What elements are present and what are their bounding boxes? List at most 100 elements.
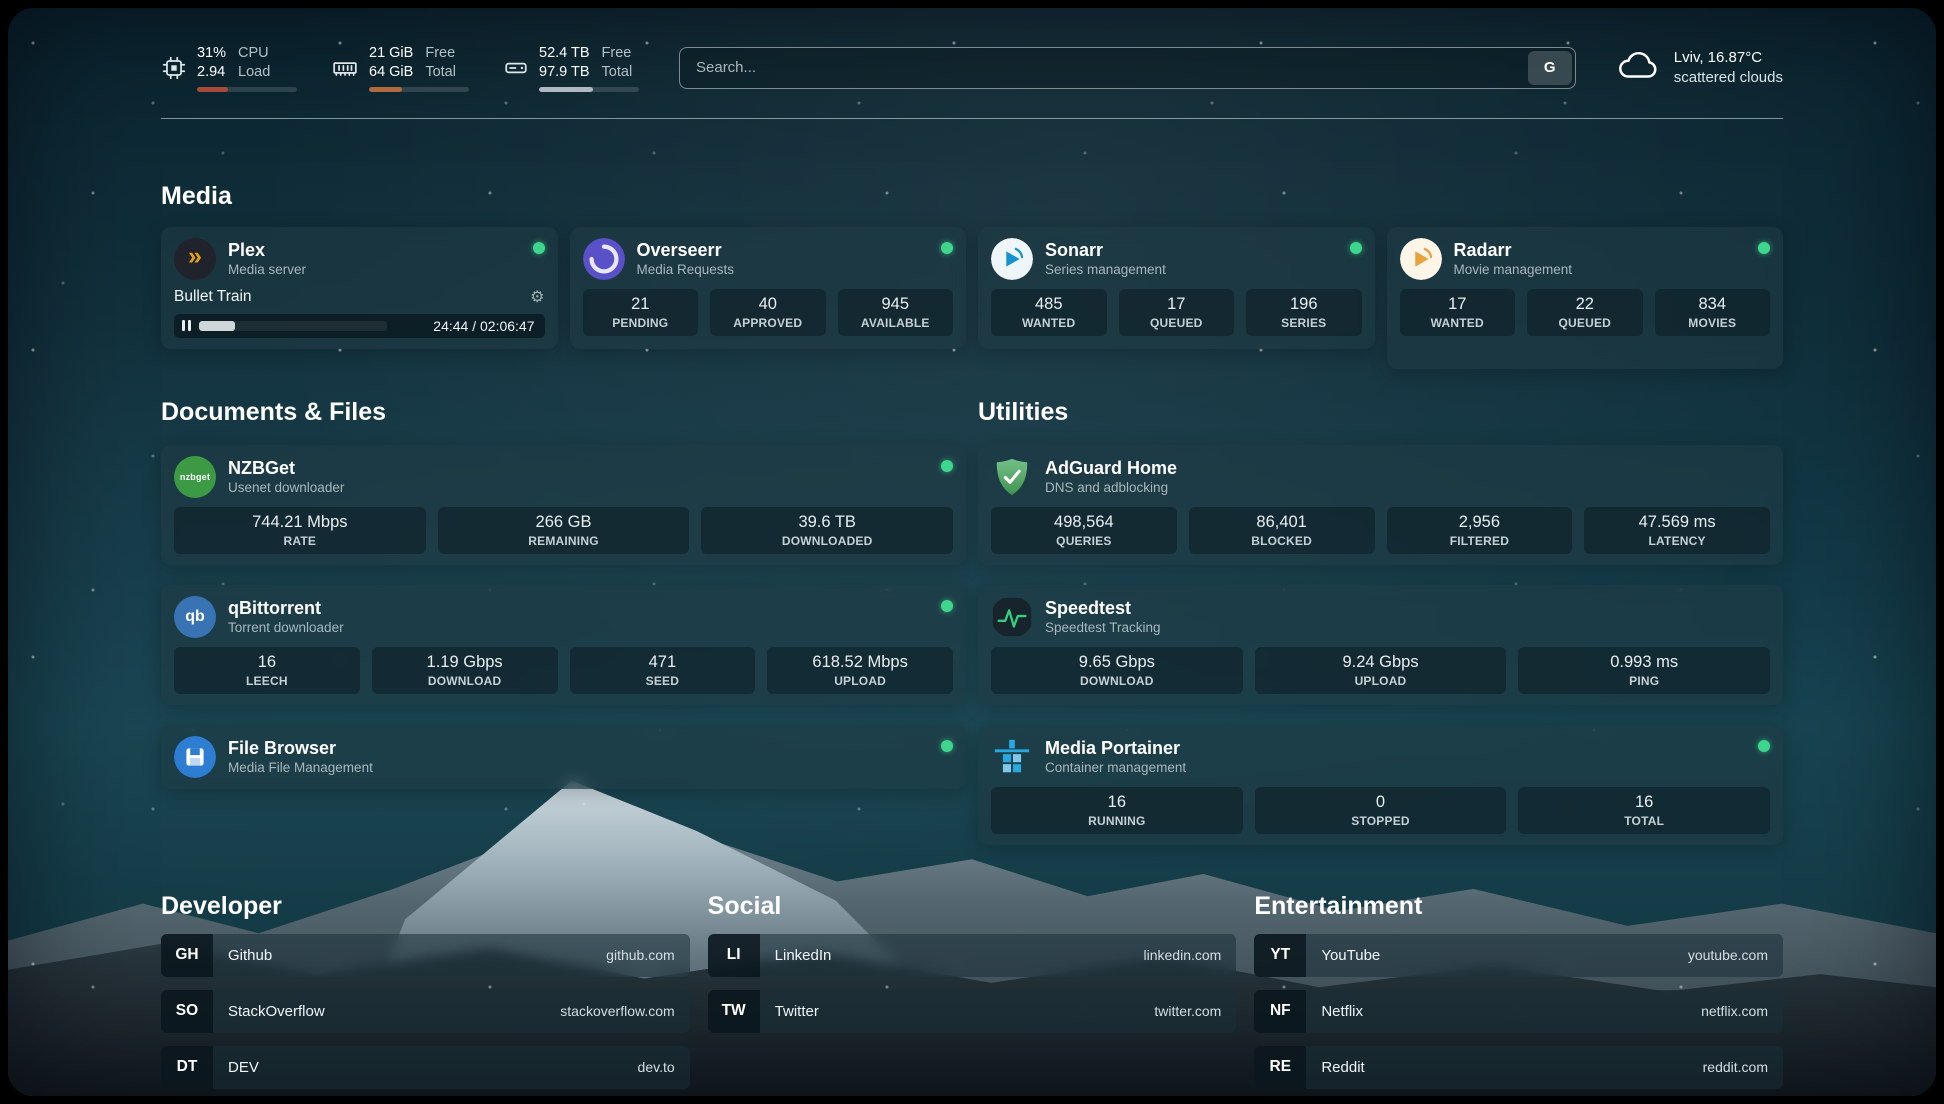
portainer-status-indicator <box>1758 739 1770 752</box>
search-input[interactable] <box>679 46 1576 89</box>
nzbget-icon: nzbget <box>174 455 216 498</box>
filebrowser-card[interactable]: File Browser Media File Management <box>161 724 966 789</box>
plex-card[interactable]: » Plex Media server Bullet Train ⚙ <box>161 226 558 349</box>
disk-icon <box>503 55 529 81</box>
adguard-subtitle: DNS and adblocking <box>1045 479 1169 495</box>
pause-icon[interactable] <box>182 320 191 332</box>
adguard-card[interactable]: AdGuard Home DNS and adblocking 498,564 … <box>978 444 1783 565</box>
overseerr-subtitle: Media Requests <box>636 261 735 277</box>
disk-total-value: 97.9 TB <box>539 63 590 80</box>
overseerr-icon <box>582 237 625 280</box>
bookmark-group-entertainment: Entertainment YT YouTube youtube.com NF … <box>1254 891 1783 1089</box>
bookmark-netflix[interactable]: NF Netflix netflix.com <box>1254 989 1783 1033</box>
memory-icon <box>331 55 359 81</box>
qbittorrent-stat-upload: 618.52 Mbps UPLOAD <box>767 646 953 694</box>
bookmark-stackoverflow[interactable]: SO StackOverflow stackoverflow.com <box>161 989 690 1033</box>
documents-section-title: Documents & Files <box>161 397 387 426</box>
sonarr-stat-series: 196 SERIES <box>1246 288 1362 336</box>
overseerr-stat-available: 945 AVAILABLE <box>837 288 953 336</box>
bookmark-github[interactable]: GH Github github.com <box>161 933 690 977</box>
radarr-icon <box>1399 237 1442 280</box>
portainer-card[interactable]: Media Portainer Container management 16 … <box>978 724 1783 845</box>
overseerr-stat-approved: 40 APPROVED <box>710 288 826 336</box>
qbittorrent-subtitle: Torrent downloader <box>228 619 344 635</box>
filebrowser-status-indicator <box>941 739 953 752</box>
adguard-stat-filtered: 2,956 FILTERED <box>1386 506 1573 554</box>
bookmarks-section: Developer GH Github github.com SO StackO… <box>161 891 1783 1089</box>
dashboard-screen: 31% 2.94 CPU Load <box>8 8 1936 1096</box>
dev-abbr-tile: DT <box>161 1045 213 1089</box>
adguard-stat-queries: 498,564 QUERIES <box>991 506 1177 554</box>
youtube-abbr-tile: YT <box>1254 933 1307 977</box>
memory-stat: 21 GiB 64 GiB Free Total <box>331 44 469 92</box>
plex-playback-time: 24:44 / 02:06:47 <box>433 317 535 334</box>
radarr-card[interactable]: Radarr Movie management 17 WANTED 22 QUE… <box>1386 226 1783 369</box>
weather-condition: scattered clouds <box>1673 68 1783 86</box>
qbittorrent-stat-leech: 16 LEECH <box>174 646 360 694</box>
overseerr-stat-pending: 21 PENDING <box>582 288 698 336</box>
portainer-stat-stopped: 0 STOPPED <box>1254 786 1507 834</box>
weather-widget: Lviv, 16.87°C scattered clouds <box>1616 48 1783 89</box>
bookmark-youtube[interactable]: YT YouTube youtube.com <box>1254 933 1783 977</box>
plex-progress-fill <box>199 320 235 331</box>
plex-status-indicator <box>532 241 545 254</box>
memory-total-value: 64 GiB <box>369 63 414 80</box>
gear-icon[interactable]: ⚙ <box>530 288 545 306</box>
cpu-load-value: 2.94 <box>197 63 226 80</box>
adguard-stat-latency: 47.569 ms LATENCY <box>1584 506 1770 554</box>
documents-section: Documents & Files nzbget NZBGet Usenet d… <box>161 397 966 789</box>
speedtest-card[interactable]: Speedtest Speedtest Tracking 9.65 Gbps D… <box>978 584 1783 705</box>
search-engine-button[interactable]: G <box>1527 50 1572 85</box>
sonarr-icon <box>991 237 1033 280</box>
memory-free-label: Free <box>425 45 456 61</box>
qbittorrent-status-indicator <box>941 599 953 612</box>
speedtest-subtitle: Speedtest Tracking <box>1045 619 1161 635</box>
radarr-status-indicator <box>1758 241 1770 254</box>
sonarr-status-indicator <box>1349 241 1362 254</box>
nzbget-card[interactable]: nzbget NZBGet Usenet downloader 744.21 M… <box>161 444 966 565</box>
memory-free-value: 21 GiB <box>369 45 414 61</box>
nzbget-subtitle: Usenet downloader <box>228 479 345 495</box>
developer-group-title: Developer <box>161 891 282 920</box>
disk-free-value: 52.4 TB <box>539 45 590 61</box>
disk-usage-bar-fill <box>539 86 593 92</box>
memory-total-label: Total <box>425 63 456 80</box>
bookmark-group-social: Social LI LinkedIn linkedin.com TW Twitt… <box>707 891 1237 1033</box>
bookmark-dev[interactable]: DT DEV dev.to <box>161 1045 690 1089</box>
radarr-stat-queued: 22 QUEUED <box>1527 288 1643 336</box>
radarr-subtitle: Movie management <box>1453 261 1573 277</box>
dashboard-content: 31% 2.94 CPU Load <box>161 8 1783 1089</box>
portainer-stat-running: 16 RUNNING <box>991 786 1243 834</box>
bookmark-reddit[interactable]: RE Reddit reddit.com <box>1254 1045 1783 1089</box>
media-section-title: Media <box>161 181 232 210</box>
top-bar: 31% 2.94 CPU Load <box>161 44 1783 119</box>
utilities-section-title: Utilities <box>978 397 1069 426</box>
radarr-stat-movies: 834 MOVIES <box>1654 288 1770 336</box>
cpu-load-label: Load <box>238 63 271 80</box>
sonarr-card[interactable]: Sonarr Series management 485 WANTED 17 Q… <box>978 226 1375 349</box>
adguard-stat-blocked: 86,401 BLOCKED <box>1188 506 1375 554</box>
social-group-title: Social <box>707 891 782 920</box>
sonarr-name: Sonarr <box>1045 239 1104 260</box>
adguard-name: AdGuard Home <box>1045 457 1178 478</box>
filebrowser-icon <box>174 735 216 778</box>
bookmark-linkedin[interactable]: LI LinkedIn linkedin.com <box>707 933 1237 977</box>
resource-stats: 31% 2.94 CPU Load <box>161 44 639 92</box>
bookmark-twitter[interactable]: TW Twitter twitter.com <box>707 989 1237 1033</box>
plex-now-playing-title: Bullet Train <box>174 287 252 305</box>
plex-progress-bar[interactable]: 24:44 / 02:06:47 <box>174 313 545 338</box>
reddit-abbr-tile: RE <box>1254 1045 1307 1089</box>
overseerr-card[interactable]: Overseerr Media Requests 21 PENDING 40 A… <box>569 226 966 349</box>
cpu-icon <box>161 55 187 81</box>
sonarr-stat-queued: 17 QUEUED <box>1118 288 1234 336</box>
qbittorrent-icon: qb <box>174 595 216 638</box>
qbittorrent-stat-download: 1.19 Gbps DOWNLOAD <box>371 646 558 694</box>
qbittorrent-card[interactable]: qb qBittorrent Torrent downloader 16 LEE… <box>161 584 966 705</box>
overseerr-name: Overseerr <box>636 239 722 260</box>
nzbget-stat-rate: 744.21 Mbps RATE <box>174 506 426 554</box>
cpu-usage-bar-fill <box>197 86 228 92</box>
radarr-stat-wanted: 17 WANTED <box>1399 288 1515 336</box>
memory-usage-bar-fill <box>369 86 402 92</box>
nzbget-stat-downloaded: 39.6 TB DOWNLOADED <box>701 506 954 554</box>
disk-usage-bar <box>539 86 639 92</box>
